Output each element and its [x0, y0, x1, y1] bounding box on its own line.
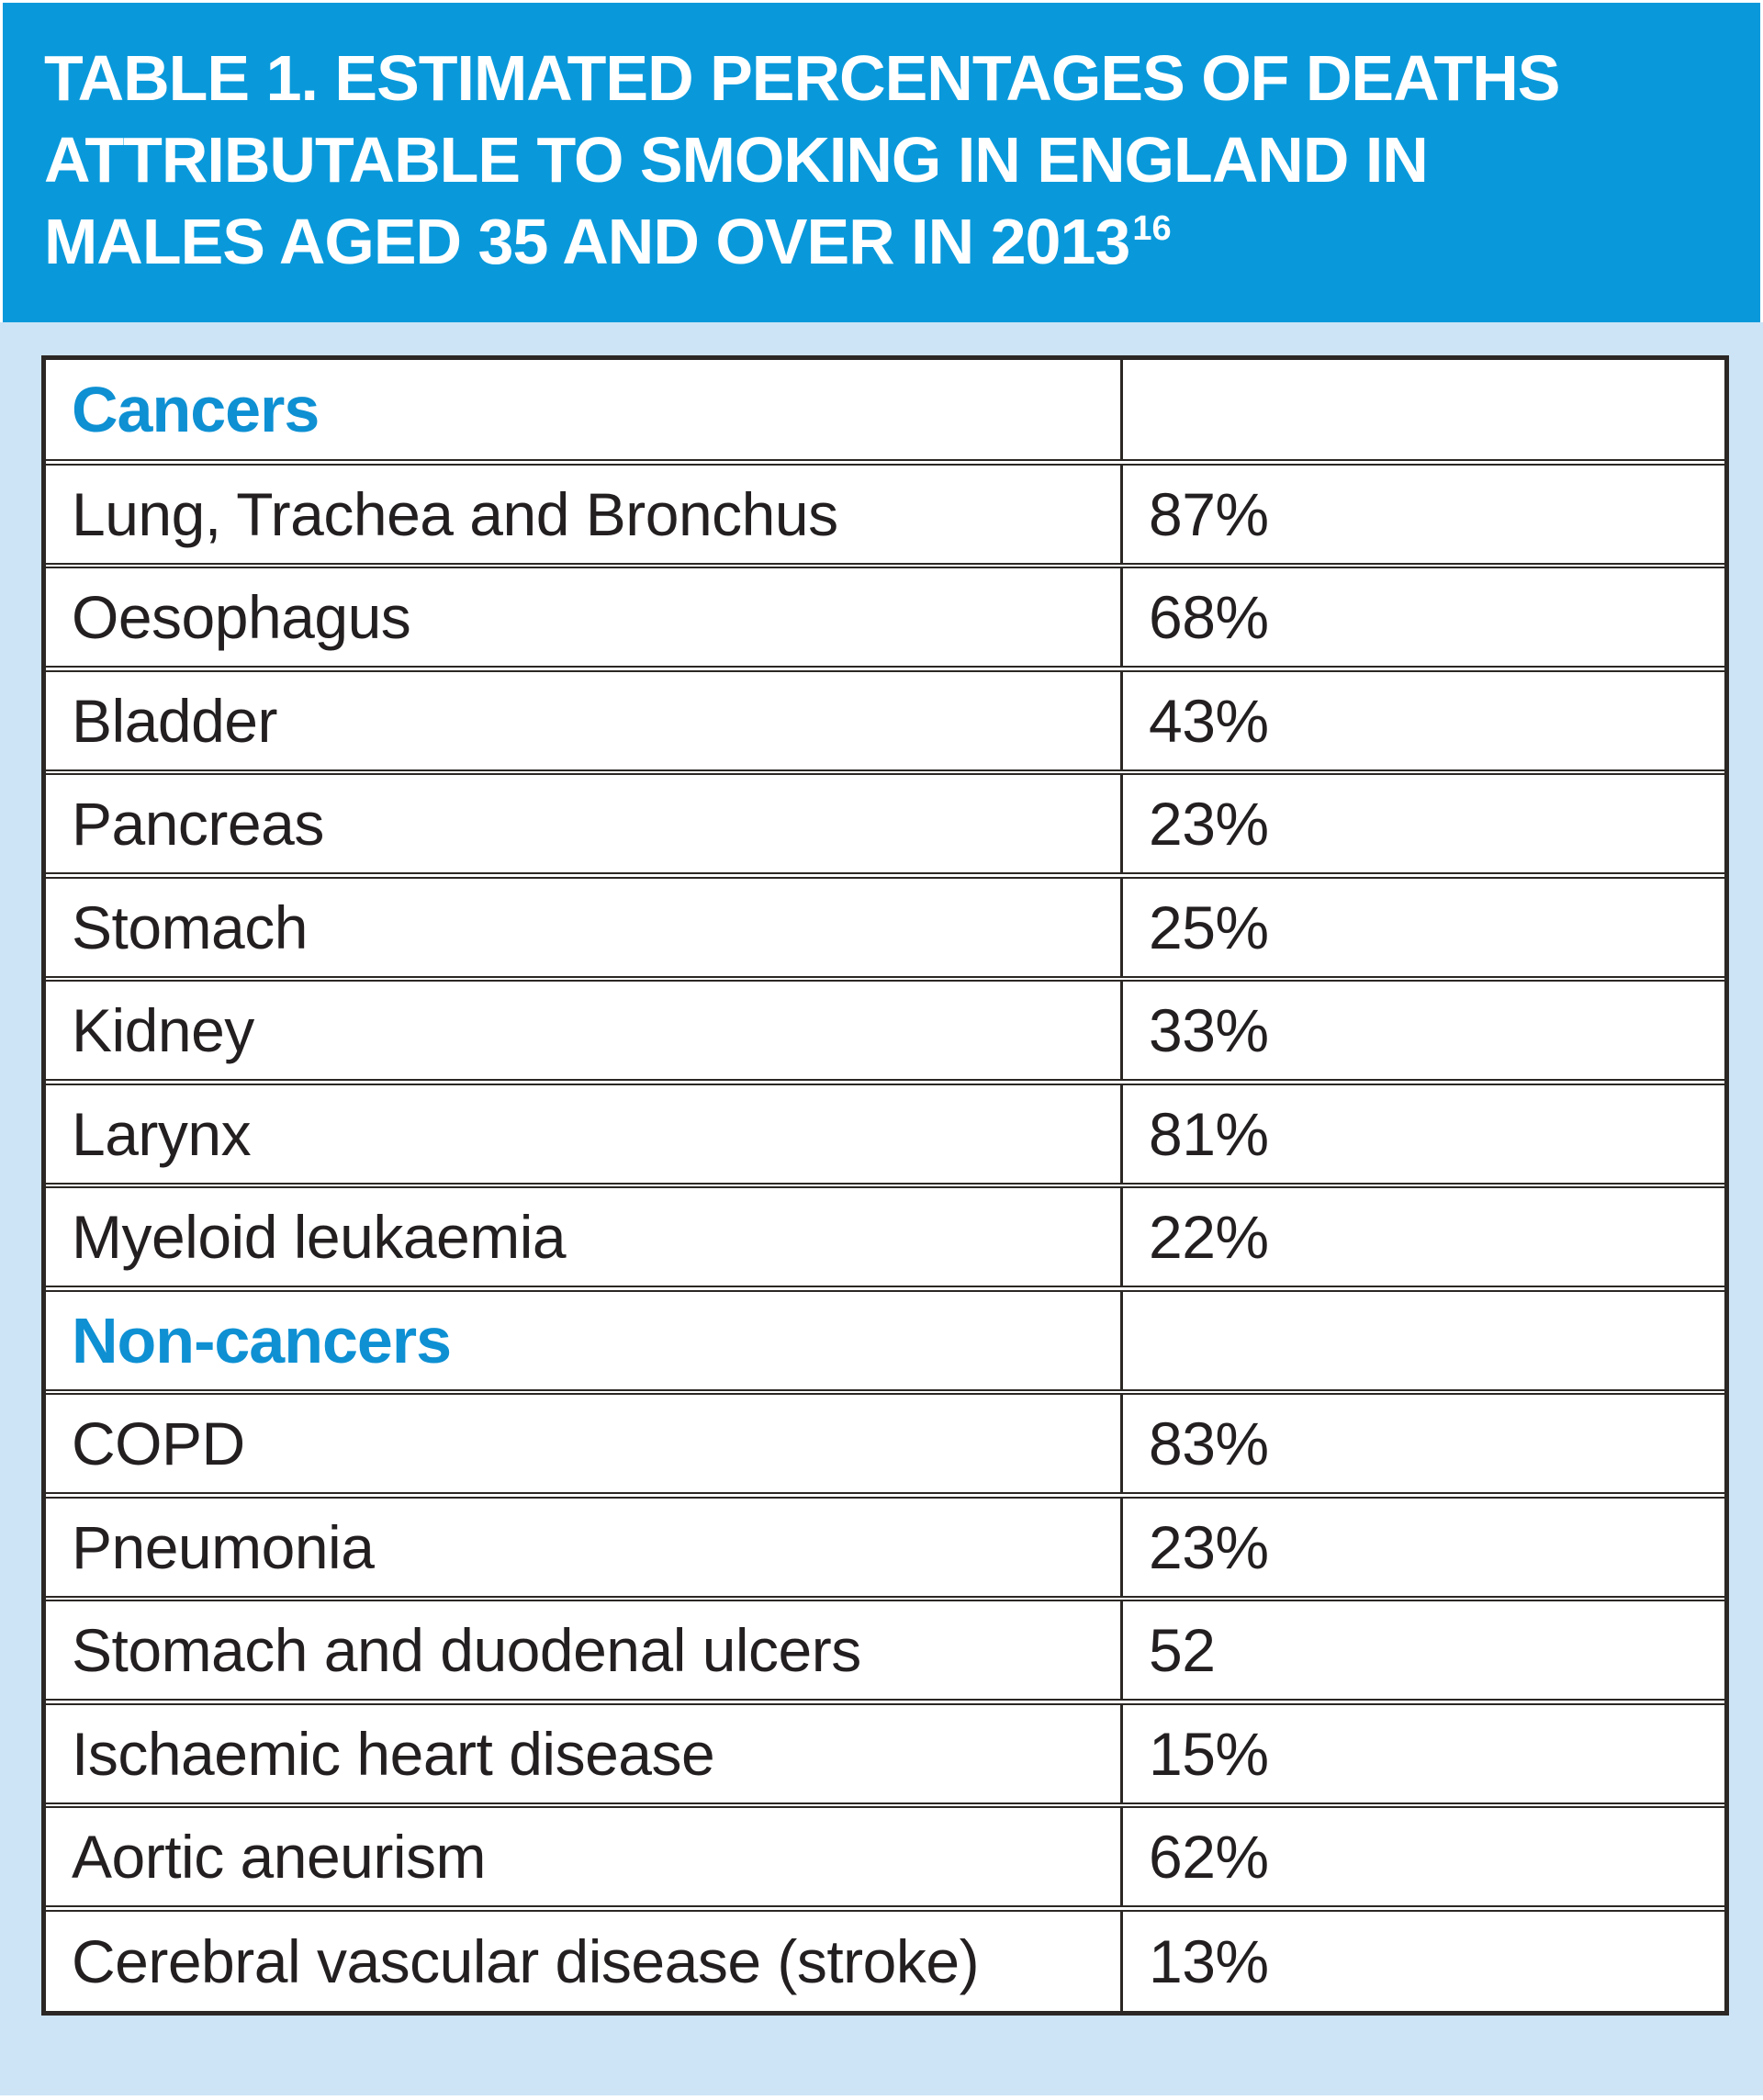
row-label: COPD [46, 1395, 1123, 1492]
page-title: TABLE 1. ESTIMATED PERCENTAGES OF DEATHS… [3, 3, 1760, 294]
table-row: Lung, Trachea and Bronchus 87% [46, 463, 1724, 565]
row-value [1123, 1292, 1724, 1389]
row-value: 43% [1149, 686, 1269, 755]
row-value: 23% [1149, 1512, 1269, 1581]
row-value: 62% [1149, 1823, 1269, 1891]
row-label: Aortic aneurism [46, 1808, 1123, 1905]
row-value [1123, 360, 1724, 459]
table-row: Stomach 25% [46, 876, 1724, 978]
row-label: Cancers [46, 360, 1123, 459]
table-row: Non-cancers [46, 1289, 1724, 1391]
row-value: 83% [1149, 1409, 1269, 1477]
row-label: Stomach [46, 878, 1123, 976]
row-label: Ischaemic heart disease [46, 1704, 1123, 1802]
table-row: Stomach and duodenal ulcers 52 [46, 1600, 1724, 1701]
row-label: Stomach and duodenal ulcers [46, 1601, 1123, 1699]
row-value: 33% [1149, 996, 1269, 1064]
row-value: 81% [1149, 1099, 1269, 1168]
row-label: Lung, Trachea and Bronchus [46, 465, 1123, 563]
title-line-3-text: MALES AGED 35 AND OVER IN 2013 [44, 206, 1130, 277]
row-label: Cerebral vascular disease (stroke) [46, 1911, 1123, 2011]
row-label: Pancreas [46, 775, 1123, 872]
row-label: Oesophagus [46, 568, 1123, 666]
row-value: 25% [1149, 893, 1269, 961]
row-value: 22% [1149, 1203, 1269, 1271]
table-row: Myeloid leukaemia 22% [46, 1186, 1724, 1287]
table-title-banner: TABLE 1. ESTIMATED PERCENTAGES OF DEATHS… [3, 3, 1760, 322]
table-row: Pneumonia 23% [46, 1496, 1724, 1598]
row-label: Myeloid leukaemia [46, 1188, 1123, 1286]
table-row: Aortic aneurism 62% [46, 1806, 1724, 1907]
table-row: COPD 83% [46, 1393, 1724, 1494]
table-row: Cerebral vascular disease (stroke) 13% [46, 1909, 1724, 2011]
table-row: Larynx 81% [46, 1083, 1724, 1185]
row-label: Kidney [46, 982, 1123, 1079]
row-value: 13% [1149, 1926, 1269, 1995]
table-row: Oesophagus 68% [46, 567, 1724, 668]
title-line-1: TABLE 1. ESTIMATED PERCENTAGES OF DEATHS [44, 42, 1560, 114]
row-value: 52 [1149, 1616, 1216, 1684]
title-line-3: MALES AGED 35 AND OVER IN 201316 [44, 201, 1733, 294]
row-value: 23% [1149, 790, 1269, 858]
row-label: Bladder [46, 671, 1123, 769]
row-value: 15% [1149, 1719, 1269, 1788]
row-value: 68% [1149, 583, 1269, 651]
table-row: Ischaemic heart disease 15% [46, 1702, 1724, 1804]
table-row: Kidney 33% [46, 980, 1724, 1081]
row-label: Larynx [46, 1084, 1123, 1183]
table-row: Bladder 43% [46, 669, 1724, 771]
title-line-2: ATTRIBUTABLE TO SMOKING IN ENGLAND IN [44, 124, 1429, 196]
table-row: Cancers [46, 360, 1724, 461]
reference-superscript: 16 [1132, 209, 1172, 248]
row-label: Pneumonia [46, 1498, 1123, 1596]
row-value: 87% [1149, 479, 1269, 548]
table-row: Pancreas 23% [46, 773, 1724, 874]
row-label: Non-cancers [46, 1291, 1123, 1389]
smoking-table: Cancers Lung, Trachea and Bronchus 87% O… [41, 355, 1729, 2016]
